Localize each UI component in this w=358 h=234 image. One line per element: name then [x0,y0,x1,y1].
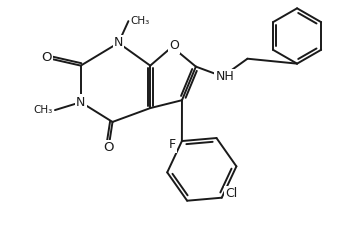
Text: CH₃: CH₃ [130,16,150,26]
Text: F: F [168,139,175,151]
Text: N: N [76,96,86,109]
Text: O: O [103,141,114,154]
Text: CH₃: CH₃ [34,105,53,115]
Text: N: N [114,37,123,49]
Text: O: O [41,51,51,64]
Text: Cl: Cl [226,187,238,200]
Text: NH: NH [215,70,234,83]
Text: O: O [169,39,179,52]
